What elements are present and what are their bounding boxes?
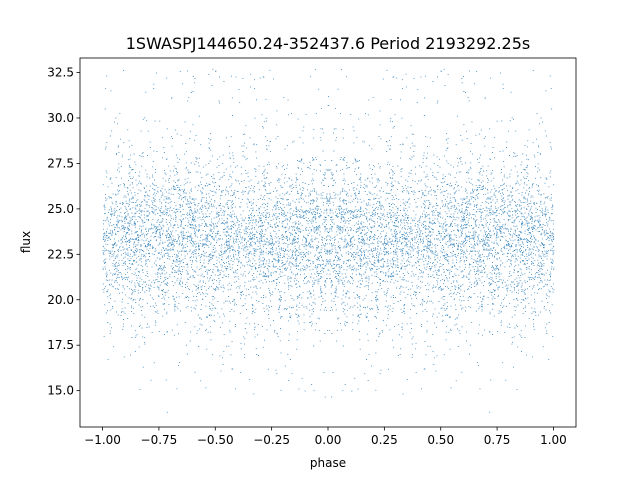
y-tick-label: 22.5 (47, 247, 74, 261)
x-tick-label: 0.75 (484, 433, 511, 447)
y-tick-label: 17.5 (47, 338, 74, 352)
y-tick-label: 30.0 (47, 111, 74, 125)
x-axis: −1.00 −0.75 −0.50 −0.25 0.00 0.25 0.50 0.75 1.00 (84, 427, 567, 447)
flux-data-points (102, 68, 555, 413)
plot-frame (79, 57, 577, 428)
x-tick-label: 0.00 (315, 433, 342, 447)
chart-title: 1SWASPJ144650.24-352437.6 Period 2193292… (126, 34, 531, 53)
y-tick-label: 32.5 (47, 66, 74, 80)
y-tick-label: 25.0 (47, 202, 74, 216)
x-tick-label: 1.00 (540, 433, 567, 447)
x-tick-label: −1.00 (84, 433, 121, 447)
scatter-points (102, 68, 555, 413)
x-tick-label: 0.50 (427, 433, 454, 447)
y-axis-label: flux (19, 231, 33, 253)
x-tick-label: −0.25 (253, 433, 290, 447)
x-tick-label: −0.50 (197, 433, 234, 447)
y-axis: 15.0 17.5 20.0 22.5 25.0 27.5 30.0 32.5 (47, 66, 80, 398)
x-tick-label: −0.75 (141, 433, 178, 447)
y-tick-label: 27.5 (47, 156, 74, 170)
x-tick-label: 0.25 (371, 433, 398, 447)
y-tick-label: 20.0 (47, 293, 74, 307)
y-tick-label: 15.0 (47, 384, 74, 398)
x-axis-label: phase (310, 456, 346, 470)
